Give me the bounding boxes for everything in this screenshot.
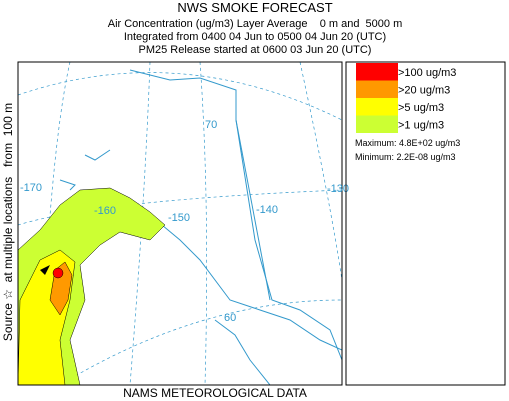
map: [18, 62, 342, 385]
footer: NAMS METEOROLOGICAL DATA: [123, 386, 307, 400]
legend-label: >1 ug/m3: [398, 120, 444, 132]
map-label: -150: [168, 212, 190, 224]
map-label: 70: [205, 119, 217, 131]
legend-swatch: [356, 115, 398, 133]
maximum: Maximum: 4.8E+02 ug/m3: [355, 138, 460, 148]
map-label: -160: [94, 205, 116, 217]
legend-label: >20 ug/m3: [398, 85, 450, 97]
side-label: Source ☆ at multiple locations from 100 …: [1, 103, 15, 341]
legend-frame: [345, 61, 506, 386]
subtitle: PM25 Release started at 0600 03 Jun 20 (…: [139, 44, 372, 56]
legend-swatch: [356, 63, 398, 81]
legend-swatch: [356, 98, 398, 116]
minimum: Minimum: 2.2E-08 ug/m3: [355, 152, 456, 162]
legend-swatch: [356, 80, 398, 98]
subtitle: Integrated from 0400 04 Jun to 0500 04 J…: [124, 31, 386, 43]
map-label: -170: [20, 182, 42, 194]
legend-label: >100 ug/m3: [398, 67, 456, 79]
title: NWS SMOKE FORECAST: [177, 0, 332, 15]
legend: >100 ug/m3 >20 ug/m3 >5 ug/m3 >1 ug/m3: [356, 63, 456, 133]
map-frame: [17, 61, 343, 386]
map-label: 60: [224, 312, 236, 324]
subtitle: Air Concentration (ug/m3) Layer Average …: [108, 18, 403, 30]
legend-label: >5 ug/m3: [398, 102, 444, 114]
map-labels: 70 -170 -160 -150 -140 -130 60: [20, 119, 349, 324]
map-label: -140: [256, 204, 278, 216]
map-label: -130: [327, 183, 349, 195]
